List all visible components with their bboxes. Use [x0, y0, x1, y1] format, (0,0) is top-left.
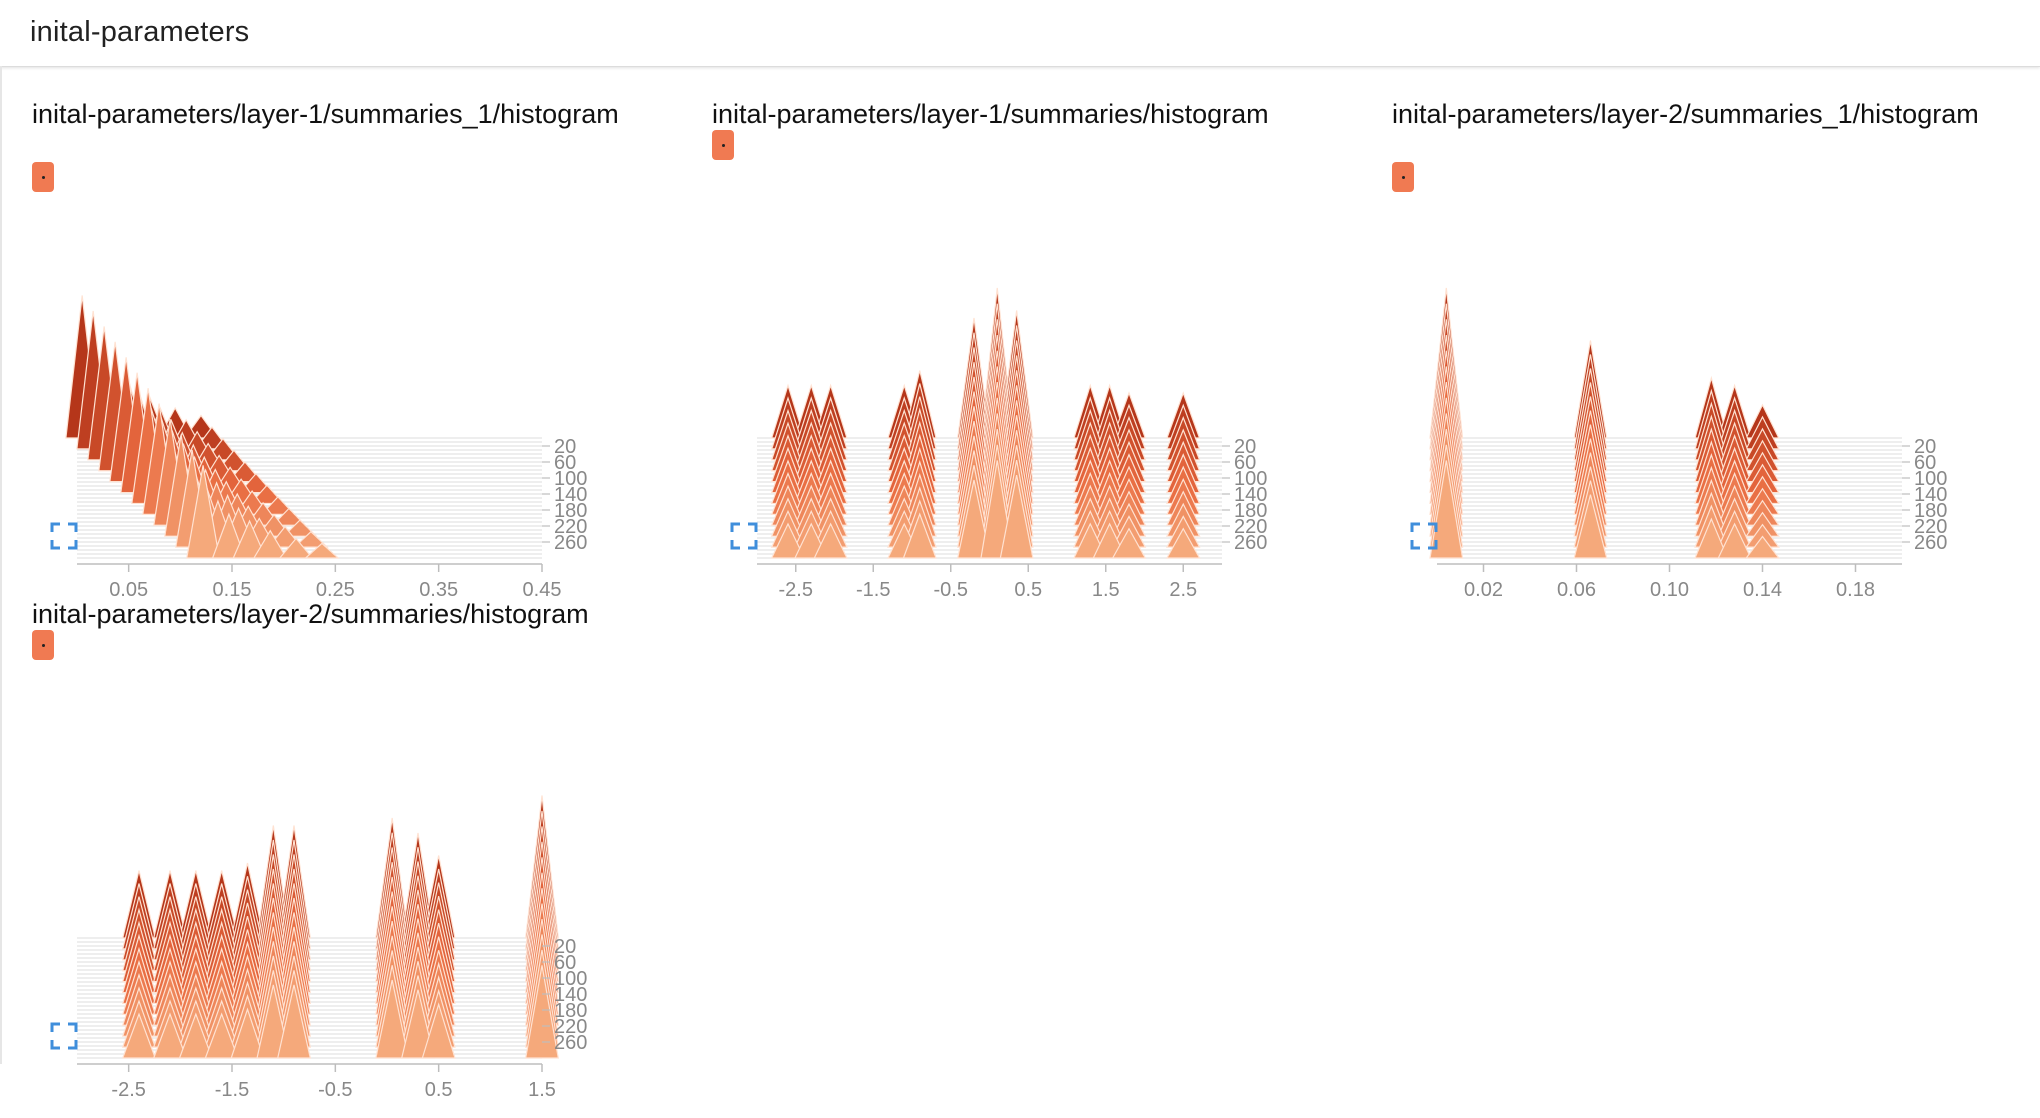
card-title: inital-parameters/layer-1/summaries_1/hi…	[32, 99, 619, 129]
expand-icon[interactable]	[50, 1022, 78, 1050]
step-axis-tick-label: 220	[1234, 516, 1267, 538]
histogram-ridge	[1429, 287, 1780, 439]
x-axis-tick-label: 0.18	[1836, 579, 1875, 601]
x-axis-tick-label: 1.5	[528, 1079, 556, 1101]
card-title: inital-parameters/layer-2/summaries_1/hi…	[1392, 99, 1979, 129]
step-axis-tick-label: 140	[554, 484, 587, 506]
x-axis-tick-label: 0.35	[419, 579, 458, 601]
step-axis-tick-label: 20	[1234, 436, 1256, 458]
x-axis-tick-label: 0.15	[213, 579, 252, 601]
x-axis-tick-label: 0.06	[1557, 579, 1596, 601]
step-axis-tick-label: 220	[554, 516, 587, 538]
step-axis-tick-label: 100	[1234, 468, 1267, 490]
expand-icon[interactable]	[730, 522, 758, 550]
expand-icon[interactable]	[1410, 522, 1438, 550]
x-axis-tick-label: 0.45	[523, 579, 562, 601]
histogram-card-4: inital-parameters/layer-2/summaries/hist…	[32, 598, 672, 1101]
step-axis-tick-label: 100	[554, 468, 587, 490]
x-axis-tick-label: 0.05	[109, 579, 148, 601]
step-axis-tick-label: 100	[554, 968, 587, 990]
x-axis-tick-label: 0.25	[316, 579, 355, 601]
step-axis-tick-label: 60	[1914, 452, 1936, 474]
step-axis-tick-label: 20	[554, 936, 576, 958]
section-header: inital-parameters	[0, 0, 2040, 67]
step-axis-tick-label: 260	[1914, 532, 1947, 554]
x-axis-tick-label: -1.5	[215, 1079, 249, 1101]
run-color-badge[interactable]	[32, 630, 54, 660]
step-axis-tick-label: 180	[554, 1000, 587, 1022]
run-color-badge[interactable]	[712, 130, 734, 160]
section-title: inital-parameters	[30, 16, 250, 48]
x-axis-tick-label: 0.14	[1743, 579, 1782, 601]
x-axis-tick-label: 1.5	[1092, 579, 1120, 601]
step-axis-tick-label: 180	[1234, 500, 1267, 522]
x-axis-tick-label: 0.5	[1014, 579, 1042, 601]
step-axis-tick-label: 140	[1234, 484, 1267, 506]
histogram-ridge	[121, 965, 559, 1059]
step-axis-tick-label: 140	[1914, 484, 1947, 506]
x-axis-tick-label: -0.5	[934, 579, 968, 601]
histogram-card-1: inital-parameters/layer-1/summaries_1/hi…	[32, 98, 672, 601]
left-divider	[0, 66, 2, 1064]
histogram-card-3: inital-parameters/layer-2/summaries_1/hi…	[1392, 98, 2032, 601]
step-axis-tick-label: 220	[1914, 516, 1947, 538]
step-axis-tick-label: 180	[1914, 500, 1947, 522]
x-axis-tick-label: -0.5	[318, 1079, 352, 1101]
step-axis-tick-label: 260	[554, 532, 587, 554]
step-axis-tick-label: 100	[1914, 468, 1947, 490]
x-axis-tick-label: 2.5	[1169, 579, 1197, 601]
step-axis-tick-label: 20	[554, 436, 576, 458]
x-axis-tick-label: -1.5	[856, 579, 890, 601]
step-axis-tick-label: 140	[554, 984, 587, 1006]
histogram-ridge	[770, 460, 1201, 559]
histogram-ridge	[1429, 460, 1780, 559]
step-axis-tick-label: 260	[554, 1032, 587, 1054]
step-axis-tick-label: 20	[1914, 436, 1936, 458]
x-axis-tick-label: 0.10	[1650, 579, 1689, 601]
x-axis-tick-label: 0.02	[1464, 579, 1503, 601]
card-title: inital-parameters/layer-1/summaries/hist…	[712, 99, 1269, 129]
x-axis-tick-label: 0.5	[425, 1079, 453, 1101]
ridge-background	[1437, 437, 1902, 559]
x-axis-tick-label: -2.5	[111, 1079, 145, 1101]
expand-icon[interactable]	[50, 522, 78, 550]
histogram-ridge	[186, 465, 340, 559]
step-axis-tick-label: 60	[1234, 452, 1256, 474]
step-axis-tick-label: 60	[554, 452, 576, 474]
x-axis-tick-label: -2.5	[779, 579, 813, 601]
step-axis-tick-label: 260	[1234, 532, 1267, 554]
card-title: inital-parameters/layer-2/summaries/hist…	[32, 599, 589, 629]
step-axis-tick-label: 60	[554, 952, 576, 974]
histogram-card-2: inital-parameters/layer-1/summaries/hist…	[712, 98, 1352, 601]
step-axis-tick-label: 180	[554, 500, 587, 522]
step-axis-tick-label: 220	[554, 1016, 587, 1038]
run-color-badge[interactable]	[1392, 162, 1414, 192]
run-color-badge[interactable]	[32, 162, 54, 192]
